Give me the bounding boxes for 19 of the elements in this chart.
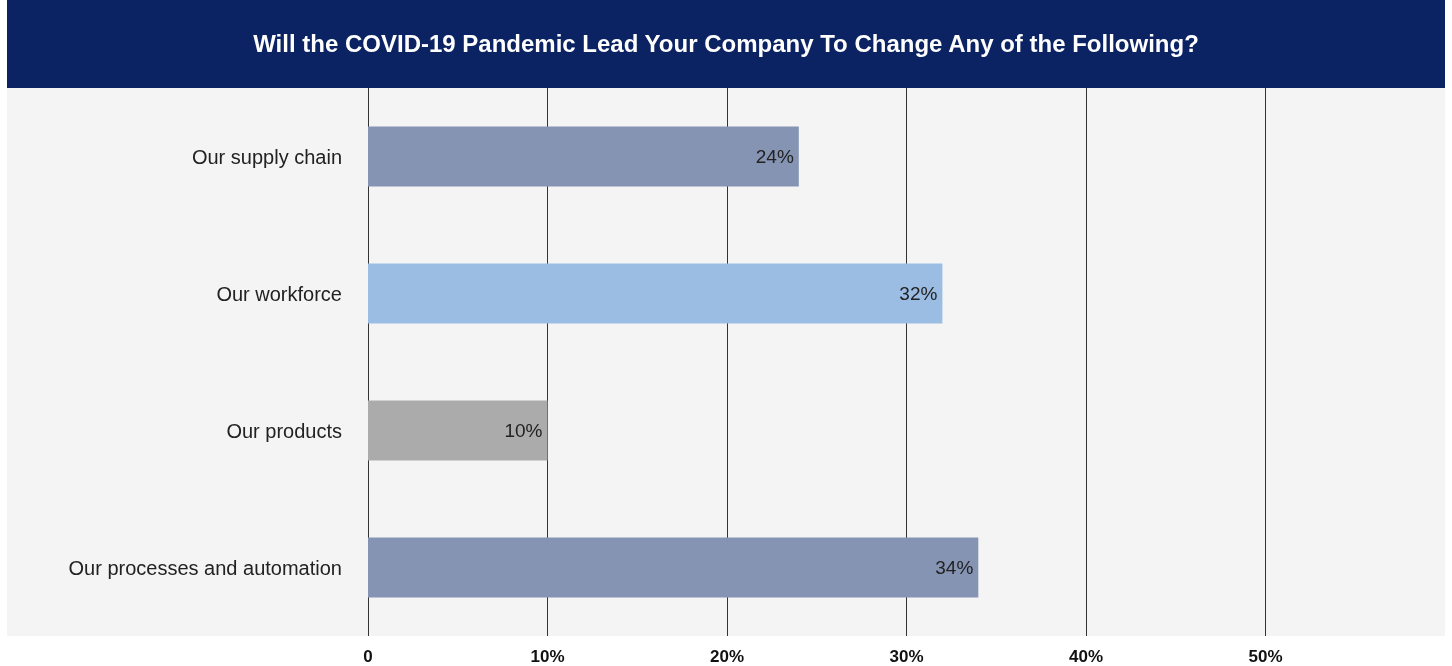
x-tick-label: 20% (709, 647, 745, 666)
x-tick-label: 40% (1068, 647, 1104, 666)
y-tick-label: Our workforce (216, 282, 342, 305)
bar (368, 126, 799, 187)
chart-title: Will the COVID-19 Pandemic Lead Your Company To Change Any of the Following? (7, 0, 1445, 88)
x-tick-label: 10% (530, 647, 565, 666)
x-tick-label: 0 (363, 647, 373, 666)
data-label: 32% (899, 283, 938, 304)
x-tick-label: 30% (889, 647, 924, 666)
bar (368, 537, 979, 598)
y-tick-label: Our processes and automation (68, 556, 342, 579)
data-label: 34% (935, 557, 974, 578)
data-label: 24% (755, 146, 794, 167)
data-label: 10% (504, 420, 543, 441)
bar (368, 400, 548, 461)
x-tick-label: 50% (1248, 647, 1283, 666)
y-tick-label: Our supply chain (191, 145, 342, 168)
bar (368, 263, 943, 324)
y-tick-label: Our products (226, 419, 342, 442)
